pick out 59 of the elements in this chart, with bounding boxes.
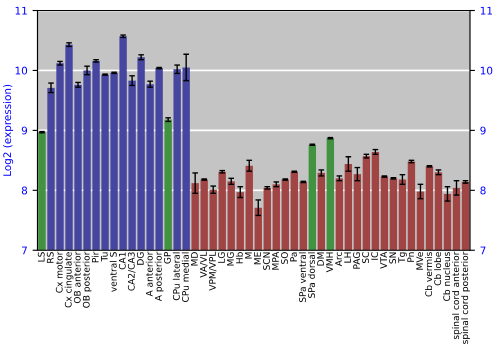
x-tick-label: DG [136, 252, 144, 265]
x-tick-label: Tu [100, 252, 108, 262]
x-tick-label: MVe [416, 252, 424, 270]
x-tick-label: MG [227, 252, 234, 266]
y-tick-label: 11 [16, 6, 27, 14]
x-tick-label: SC [362, 252, 369, 264]
x-tick-label: CA1 [118, 252, 126, 270]
x-tick-label: RS [46, 252, 54, 263]
x-tick-label: GP [164, 252, 171, 264]
x-tick-label: spinal cord anterior [452, 252, 461, 340]
x-tick-label: MD [191, 252, 198, 266]
x-tick-label: SPa ventral [298, 252, 306, 302]
x-tick-label: LG [218, 252, 225, 263]
x-tick-label: IC [371, 252, 378, 260]
x-tick-label: CPu medial [182, 252, 189, 302]
x-tick-label: LH [344, 252, 351, 263]
y-axis-title: Log2 (expression) [3, 84, 14, 176]
y2-tick-label: 9 [480, 126, 486, 134]
x-tick-label: Pir [92, 252, 99, 262]
x-tick-label: A posterior [154, 252, 164, 302]
x-tick-label: VTA [380, 252, 387, 269]
y-tick-label: 9 [22, 126, 28, 134]
y2-tick-label: 8 [480, 186, 486, 194]
x-tick-label: Pn [407, 252, 414, 262]
x-tick-label: SO [281, 252, 288, 264]
y-tick-label: 7 [22, 246, 27, 254]
y2-tick-label: 7 [480, 246, 486, 254]
x-tick-label: Tg [398, 252, 407, 263]
x-tick-label: M [245, 252, 252, 259]
x-tick-label: CA2/CA3 [128, 252, 136, 291]
x-tick-label: LS [38, 252, 45, 262]
y2-tick-label: 10 [480, 66, 492, 75]
x-tick-label: spinal cord posterior [461, 252, 470, 344]
x-tick-label: Cx cingulate [64, 252, 74, 308]
x-tick-label: VA/VL [200, 252, 208, 278]
x-tick-label: Cb lobe [434, 252, 442, 286]
x-tick-label: ME [254, 252, 261, 264]
x-tick-label: SPa dorsal [308, 252, 315, 298]
x-tick-label: DM [317, 252, 324, 266]
y-tick-label: 8 [22, 186, 28, 194]
x-tick-label: VPM/VPL [209, 252, 217, 291]
x-tick-label: OB posterior [82, 252, 92, 308]
x-tick-label: Arc [335, 252, 342, 266]
x-tick-label: PAG [353, 252, 360, 269]
x-tick-label: CPu lateral [172, 252, 180, 300]
x-tick-label: Cx motor [56, 252, 63, 293]
y-tick-label: 10 [16, 66, 28, 75]
y2-tick-label: 11 [480, 6, 492, 14]
x-tick-label: VMH [326, 252, 333, 272]
x-tick-label: SN [389, 252, 396, 264]
x-tick-label: Hb [236, 252, 243, 264]
x-tick-label: Cb nucleus [443, 252, 450, 301]
x-tick-label: SCN [263, 252, 270, 270]
x-tick-label: Cb vermis [425, 252, 432, 296]
x-tick-label: ventral S [110, 252, 117, 292]
x-tick-label: MPA [272, 252, 279, 270]
x-tick-label: A anterior [146, 252, 153, 296]
x-tick-label: Pa [290, 252, 297, 262]
x-tick-label: OB anterior [74, 252, 81, 304]
